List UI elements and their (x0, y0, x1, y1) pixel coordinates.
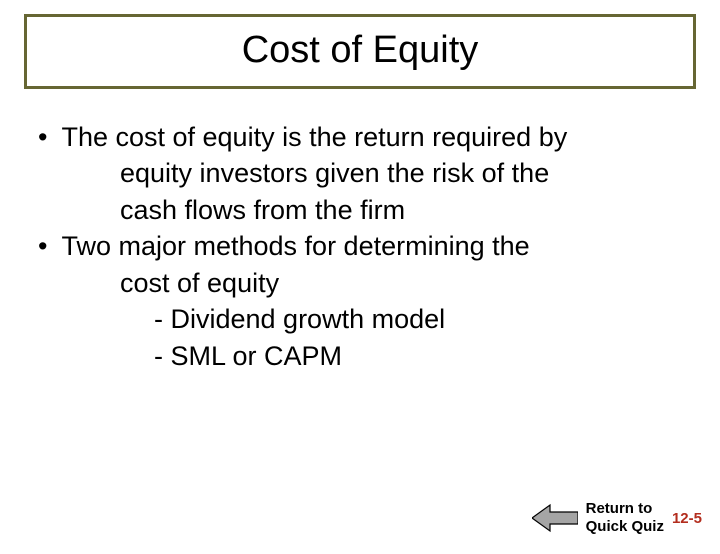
sub-bullet: - Dividend growth model (154, 301, 696, 337)
bullet-marker: • (38, 119, 47, 155)
bullet-text: Two major methods for determining the (61, 228, 529, 264)
bullet-item: • The cost of equity is the return requi… (24, 119, 696, 155)
return-line1: Return to (586, 500, 653, 517)
bullet-marker: • (38, 228, 47, 264)
footer: Return to Quick Quiz 12-5 (532, 500, 702, 536)
sub-bullet: - SML or CAPM (154, 338, 696, 374)
left-arrow-icon[interactable] (532, 503, 578, 533)
bullet-continuation: equity investors given the risk of the (120, 155, 696, 191)
slide-title: Cost of Equity (27, 29, 693, 72)
bullet-text: The cost of equity is the return require… (61, 119, 567, 155)
content-area: • The cost of equity is the return requi… (24, 119, 696, 374)
title-box: Cost of Equity (24, 14, 696, 89)
bullet-item: • Two major methods for determining the (24, 228, 696, 264)
bullet-continuation: cost of equity (120, 265, 696, 301)
arrow-shape (532, 505, 578, 531)
return-line2: Quick Quiz (586, 518, 664, 535)
slide-number: 12-5 (672, 510, 702, 527)
return-link[interactable]: Return to Quick Quiz (586, 500, 664, 536)
bullet-continuation: cash flows from the firm (120, 192, 696, 228)
